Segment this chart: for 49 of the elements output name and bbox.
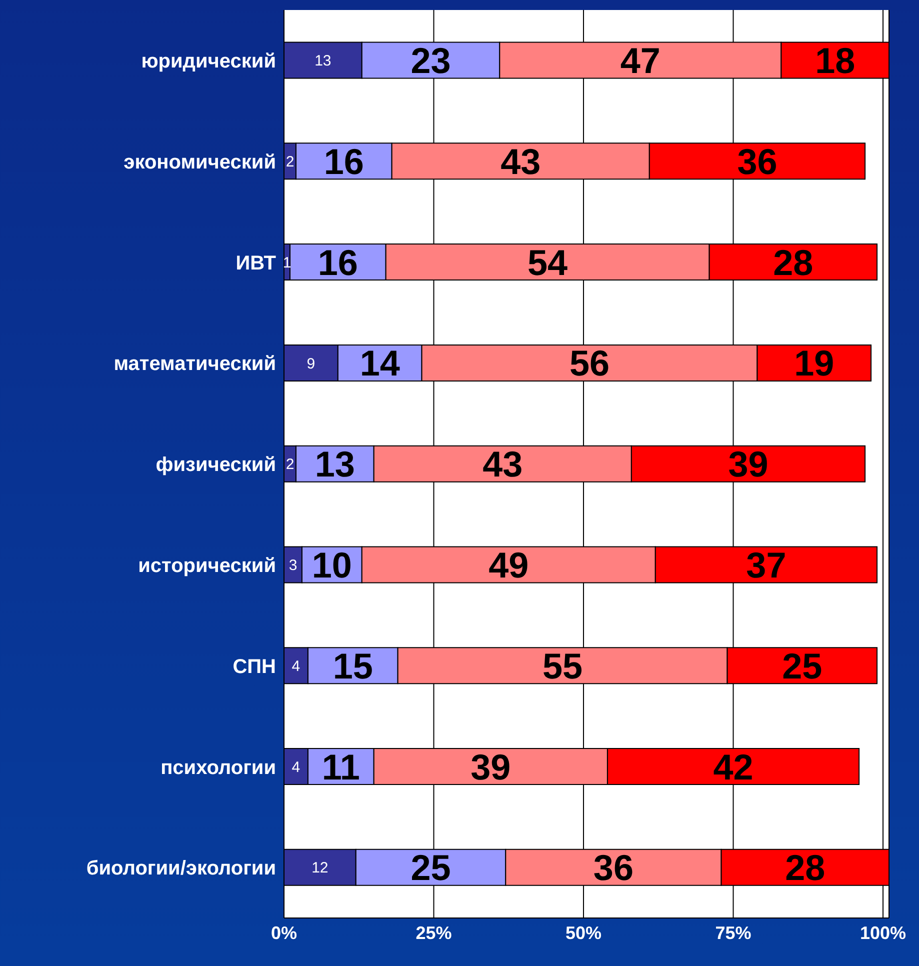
data-label: 10	[312, 544, 352, 586]
data-label: 28	[773, 242, 814, 283]
x-tick-label: 75%	[715, 922, 752, 943]
data-label: 37	[746, 544, 786, 586]
data-label: 36	[593, 847, 634, 888]
data-label: 39	[728, 444, 768, 485]
data-label: 39	[470, 746, 511, 788]
y-tick-label: математический	[114, 353, 276, 376]
data-label: 9	[306, 355, 316, 372]
data-label: 55	[542, 645, 583, 686]
data-label: 25	[410, 847, 451, 888]
data-label: 14	[360, 342, 400, 384]
data-label: 16	[318, 242, 358, 283]
y-tick-label: ИВТ	[236, 252, 276, 274]
data-label: 42	[713, 746, 754, 788]
data-label: 2	[286, 456, 294, 474]
data-label: 36	[737, 140, 778, 182]
y-tick-label: психологии	[160, 756, 276, 779]
data-label: 54	[528, 242, 568, 283]
x-tick-label: 100%	[860, 922, 906, 943]
data-label: 4	[292, 658, 300, 675]
y-tick-label: биологии/экологии	[86, 858, 276, 880]
data-label: 13	[314, 52, 332, 70]
y-tick-label: СПН	[232, 656, 276, 678]
data-label: 43	[500, 140, 541, 182]
data-label: 11	[322, 746, 360, 788]
x-tick-label: 50%	[565, 922, 602, 943]
x-tick-label: 0%	[270, 922, 298, 943]
y-tick-label: исторический	[138, 554, 276, 577]
y-tick-label: экономический	[124, 151, 276, 174]
data-label: 25	[782, 645, 822, 686]
data-label: 13	[314, 444, 355, 485]
data-label: 15	[332, 645, 373, 686]
data-label: 56	[569, 342, 610, 384]
data-label: 43	[482, 444, 523, 485]
data-label: 16	[324, 140, 364, 182]
data-label: 3	[288, 557, 298, 574]
data-label: 18	[815, 40, 856, 82]
x-tick-label: 25%	[416, 922, 452, 943]
data-label: 4	[292, 758, 300, 776]
y-tick-label: физический	[156, 454, 276, 476]
data-label: 19	[794, 342, 834, 384]
data-label: 2	[286, 154, 294, 170]
data-label: 12	[312, 860, 328, 877]
data-label: 49	[488, 544, 529, 586]
data-label: 28	[785, 847, 826, 888]
y-tick-label: юридический	[141, 50, 276, 73]
data-label: 23	[410, 40, 451, 82]
data-label: 47	[620, 40, 660, 82]
